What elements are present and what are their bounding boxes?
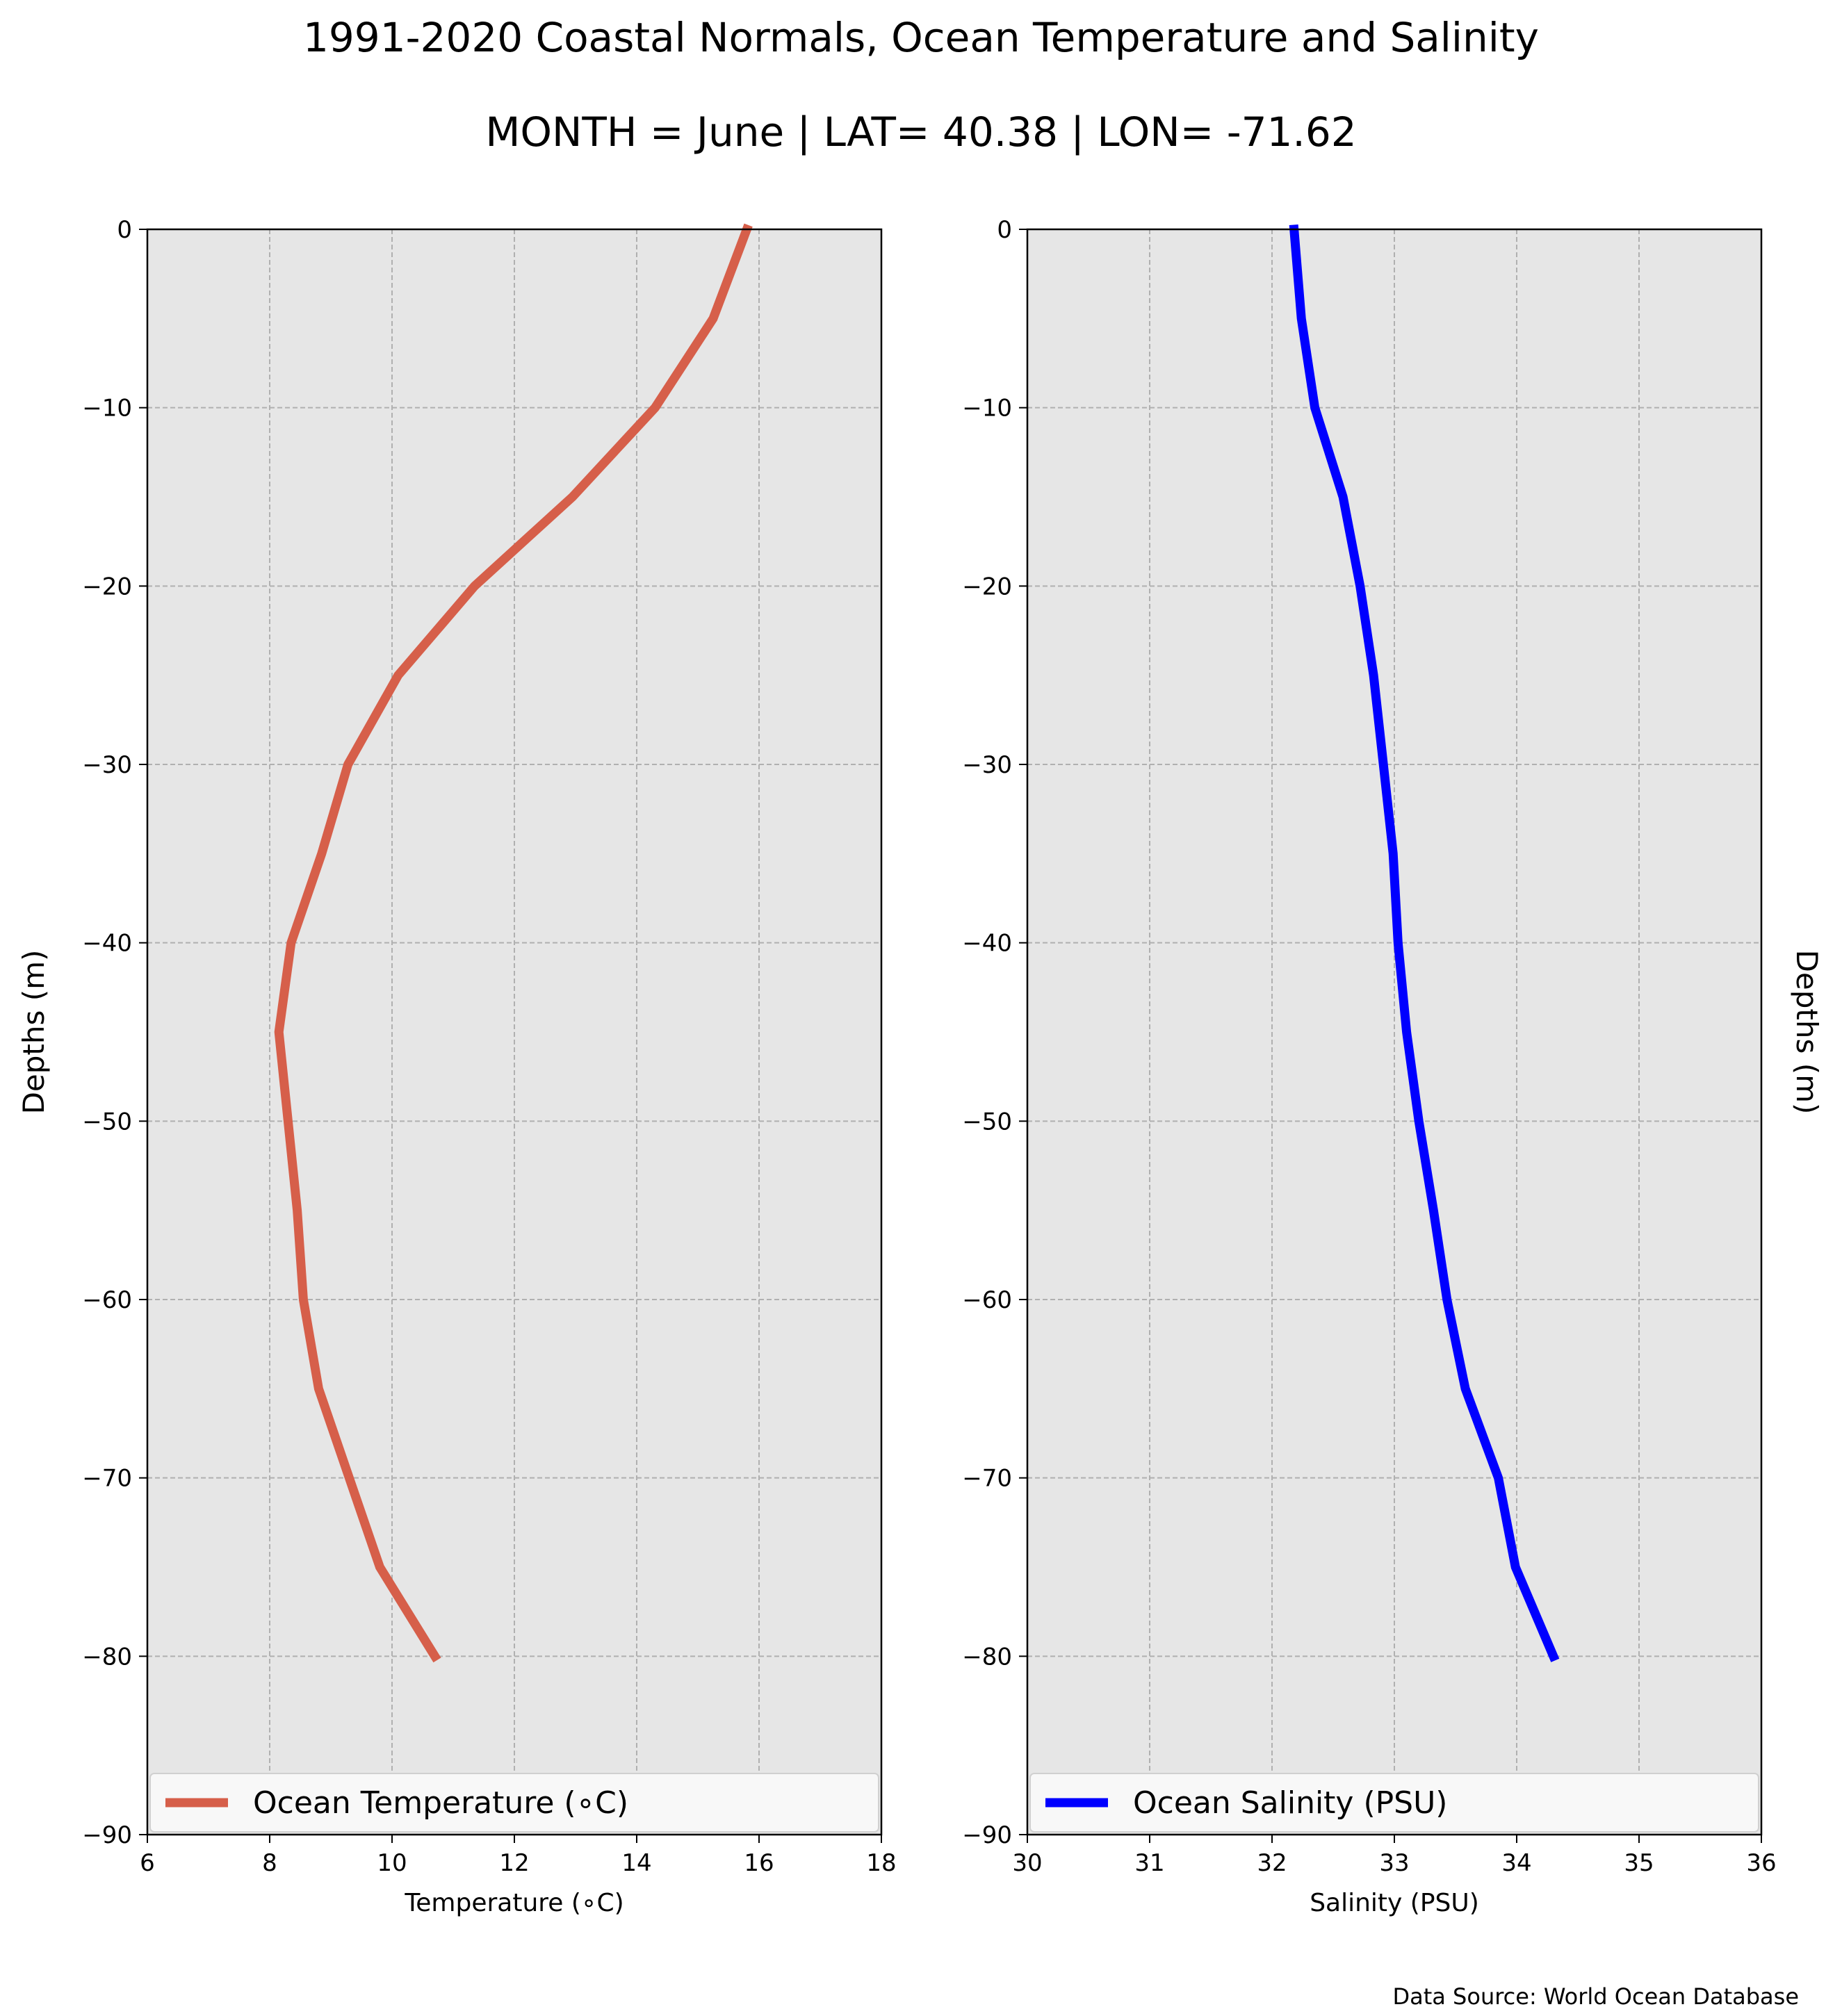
plot-panel-1: 6 8 10 12 14 16 18 0 −10 −20 −30 −40 −50 −60 −70 −80 −90… [17,216,897,1917]
x-tick-label: 10 [377,1849,407,1877]
data-point [297,1210,298,1211]
y-tick-label: −10 [962,395,1012,423]
x-tick-label: 14 [621,1849,651,1877]
y-axis-label-right: Depths (m) [1790,950,1824,1115]
y-tick-label: −70 [962,1465,1012,1493]
data-point [1515,1566,1516,1568]
chart-title: 1991-2020 Coastal Normals, Ocean Tempera… [303,14,1539,61]
x-tick-label: 35 [1624,1849,1654,1877]
data-point [712,318,714,319]
y-tick-label: −60 [962,1286,1012,1314]
data-point [1397,942,1399,944]
data-point [321,853,323,854]
x-tick-label: 30 [1012,1849,1042,1877]
y-tick-label: −80 [962,1643,1012,1671]
x-tick-label: 16 [744,1849,774,1877]
y-tick-label: −90 [82,1821,132,1849]
legend-label: Ocean Salinity (PSU) [1133,1785,1447,1821]
x-tick-label: 18 [866,1849,896,1877]
data-point [1553,1655,1554,1657]
data-point [348,1477,350,1479]
data-point [1433,1210,1434,1211]
y-tick-label: −20 [962,573,1012,600]
data-point [1392,853,1394,854]
data-point [474,585,475,587]
legend-box [149,1773,879,1833]
y-tick-label: −10 [82,395,132,423]
plot-panel-2: 30 31 32 33 34 35 36 0 −10 −20 −30 −40 −50 −60 −70 −80 −… [962,216,1824,1917]
data-point [1314,407,1316,409]
x-tick-label: 33 [1379,1849,1409,1877]
legend-box [1029,1773,1759,1833]
x-tick-label: 31 [1134,1849,1164,1877]
chart-subtitle: MONTH = June | LAT= 40.38 | LON= -71.62 [485,108,1357,156]
data-point [572,496,573,498]
legend: Ocean Salinity (PSU) [1029,1773,1759,1833]
y-tick-label: 0 [997,216,1012,244]
y-axis-label: Depths (m) [17,950,51,1115]
x-tick-label: 36 [1746,1849,1776,1877]
x-axis-label: Salinity (PSU) [1310,1889,1479,1917]
y-tick-label: −20 [82,573,132,600]
legend: Ocean Temperature (∘C) [149,1773,879,1833]
y-tick-label: −30 [82,751,132,779]
y-tick-label: −40 [962,930,1012,958]
y-tick-label: 0 [117,216,132,244]
y-tick-label: −50 [82,1108,132,1136]
data-point [318,1388,319,1389]
y-tick-label: −40 [82,930,132,958]
x-tick-label: 34 [1501,1849,1531,1877]
data-point [434,1655,436,1657]
data-point [1406,1031,1408,1033]
y-tick-label: −90 [962,1821,1012,1849]
x-tick-label: 12 [499,1849,529,1877]
x-axis-label: Temperature (∘C) [404,1889,623,1917]
x-tick-label: 8 [262,1849,277,1877]
x-tick-label: 6 [140,1849,155,1877]
y-tick-label: −30 [962,751,1012,779]
y-tick-label: −50 [962,1108,1012,1136]
data-point [1301,318,1302,319]
data-point [1465,1388,1466,1389]
x-tick-label: 32 [1257,1849,1287,1877]
data-point [1342,496,1344,498]
y-tick-label: −60 [82,1286,132,1314]
y-tick-label: −80 [82,1643,132,1671]
data-source-note: Data Source: World Ocean Database [1392,1983,1799,2010]
data-point [1498,1477,1499,1479]
data-point [1383,764,1384,765]
y-tick-label: −70 [82,1465,132,1493]
legend-label: Ocean Temperature (∘C) [253,1785,628,1821]
